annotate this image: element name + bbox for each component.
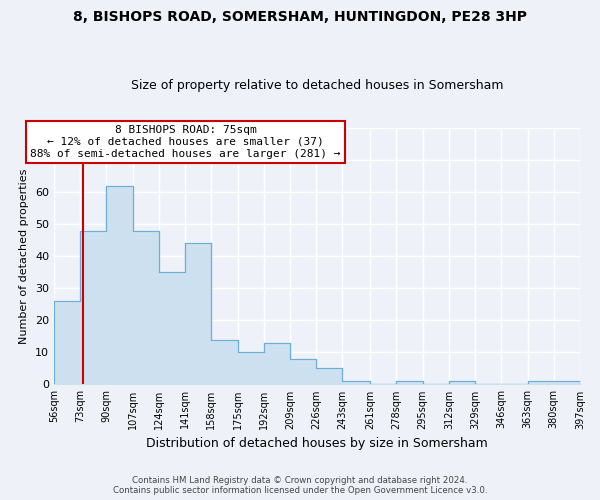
Title: Size of property relative to detached houses in Somersham: Size of property relative to detached ho…: [131, 79, 503, 92]
Text: 8, BISHOPS ROAD, SOMERSHAM, HUNTINGDON, PE28 3HP: 8, BISHOPS ROAD, SOMERSHAM, HUNTINGDON, …: [73, 10, 527, 24]
Y-axis label: Number of detached properties: Number of detached properties: [19, 168, 29, 344]
X-axis label: Distribution of detached houses by size in Somersham: Distribution of detached houses by size …: [146, 437, 488, 450]
Text: Contains HM Land Registry data © Crown copyright and database right 2024.
Contai: Contains HM Land Registry data © Crown c…: [113, 476, 487, 495]
Text: 8 BISHOPS ROAD: 75sqm
← 12% of detached houses are smaller (37)
88% of semi-deta: 8 BISHOPS ROAD: 75sqm ← 12% of detached …: [30, 126, 341, 158]
